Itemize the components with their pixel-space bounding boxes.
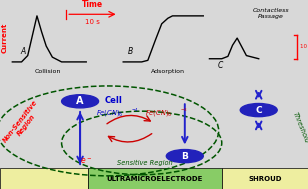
Bar — [0, 168, 88, 189]
Text: SHROUD: SHROUD — [248, 176, 282, 182]
Text: ULTRAMICROELECTRODE: ULTRAMICROELECTRODE — [107, 176, 203, 182]
Text: Current: Current — [2, 23, 8, 53]
Text: $e^-$: $e^-$ — [80, 156, 92, 166]
Circle shape — [166, 149, 203, 163]
Text: B: B — [128, 47, 134, 56]
Text: 10 nA: 10 nA — [300, 44, 308, 49]
Text: $^{-4}$: $^{-4}$ — [131, 108, 139, 113]
Text: Time: Time — [82, 0, 103, 9]
Text: Collision: Collision — [34, 69, 61, 74]
Text: Non-Sensitive
Region: Non-Sensitive Region — [2, 99, 44, 148]
Bar — [88, 168, 222, 189]
Circle shape — [62, 95, 99, 108]
Text: Sensitive Region: Sensitive Region — [117, 160, 173, 166]
Text: $Fe(CN)_6$: $Fe(CN)_6$ — [96, 108, 123, 118]
Text: Contactless
Passage: Contactless Passage — [253, 8, 289, 19]
Text: $^{-3}$: $^{-3}$ — [180, 108, 188, 113]
Text: C: C — [217, 61, 223, 70]
Text: A: A — [76, 96, 84, 106]
Text: $Fe(CN)_6$: $Fe(CN)_6$ — [145, 108, 172, 118]
Text: Adsorption: Adsorption — [151, 69, 185, 74]
Text: Cell: Cell — [105, 96, 123, 105]
Text: A: A — [20, 47, 26, 56]
Text: B: B — [181, 152, 188, 161]
Bar — [222, 168, 308, 189]
Text: Threshold: Threshold — [291, 111, 308, 143]
Text: 10 s: 10 s — [85, 19, 100, 25]
Circle shape — [240, 104, 277, 117]
Text: C: C — [255, 106, 262, 115]
